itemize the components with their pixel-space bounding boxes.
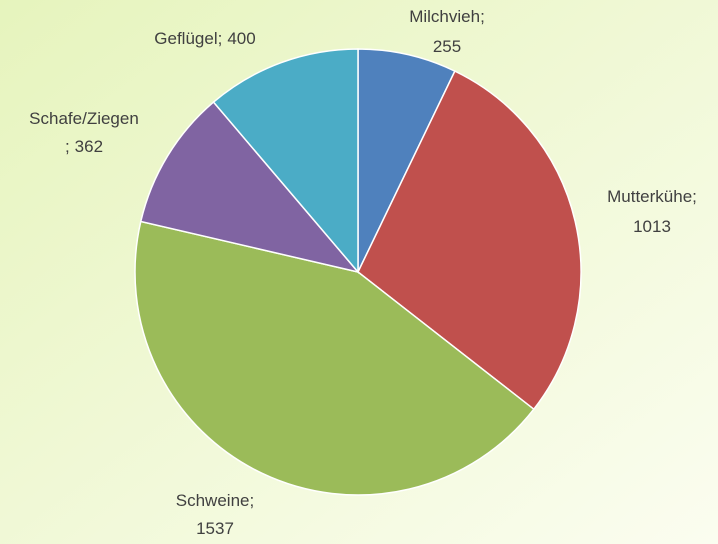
data-label: Mutterkühe; 1013 (607, 187, 697, 236)
label-line: 255 (433, 37, 461, 56)
label-category: Schafe/Ziegen (29, 109, 139, 128)
label-category: Geflügel (154, 29, 217, 48)
pie-slice (357, 48, 456, 273)
label-separator: ; (218, 29, 223, 48)
data-label: Schweine; 1537 (176, 491, 254, 538)
label-category: Mutterkühe (607, 187, 692, 206)
label-line: Schafe/Ziegen (29, 109, 139, 128)
label-value: 1013 (633, 217, 671, 236)
label-line: Milchvieh; (409, 7, 485, 26)
pie-slice (134, 220, 535, 496)
label-category: Schweine (176, 491, 250, 510)
data-label: Geflügel; 400 (154, 29, 255, 48)
data-label: Milchvieh; 255 (409, 7, 485, 56)
pie-slice (139, 101, 361, 274)
label-value: 362 (75, 137, 103, 156)
label-category: Milchvieh (409, 7, 480, 26)
label-value: 400 (227, 29, 255, 48)
label-value: 1537 (196, 519, 234, 538)
label-line: ; 362 (65, 137, 103, 156)
label-line: Schweine; (176, 491, 254, 510)
pie-slice (212, 48, 359, 275)
label-value: 255 (433, 37, 461, 56)
label-separator: ; (692, 187, 697, 206)
label-line: Geflügel; 400 (154, 29, 255, 48)
data-label: Schafe/Ziegen; 362 (29, 109, 139, 156)
label-separator: ; (249, 491, 254, 510)
label-line: Mutterkühe; (607, 187, 697, 206)
label-separator: ; (65, 137, 70, 156)
label-line: 1537 (196, 519, 234, 538)
pie-slice (357, 70, 582, 411)
label-separator: ; (480, 7, 485, 26)
label-line: 1013 (633, 217, 671, 236)
